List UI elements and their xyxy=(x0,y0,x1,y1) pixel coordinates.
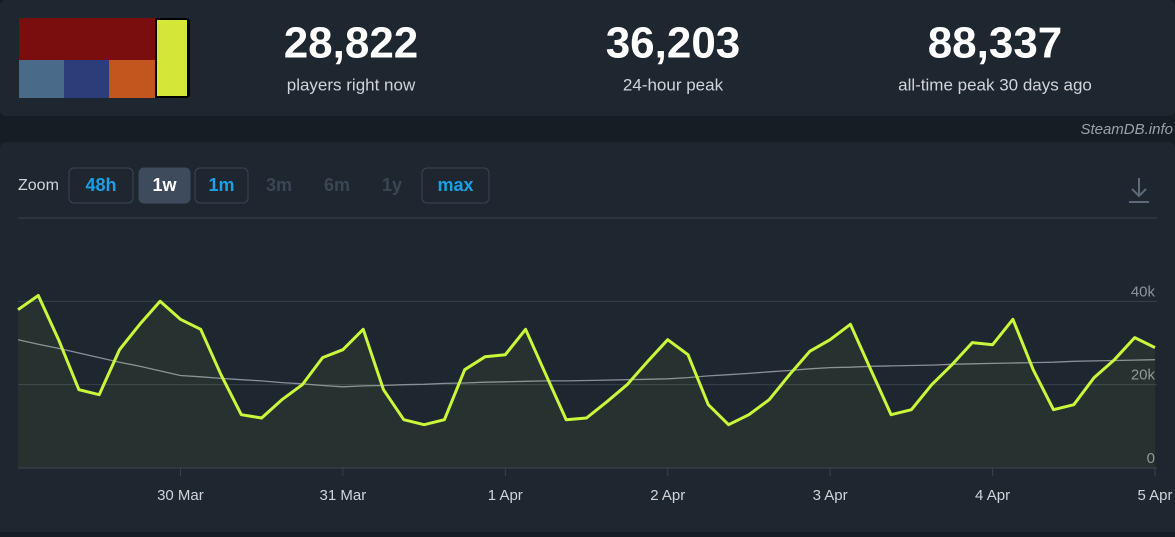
stat-value: 36,203 xyxy=(606,19,741,68)
line xyxy=(17,294,1156,427)
x-tick-label: 4 Apr xyxy=(975,487,1010,504)
zoom-button-label[interactable]: max xyxy=(437,175,473,195)
stat-label: players right now xyxy=(287,75,416,94)
game-thumbnail xyxy=(19,18,190,98)
y-tick-label: 0 xyxy=(1147,450,1155,467)
zoom-button[interactable] xyxy=(194,167,249,204)
zoom-button-label[interactable]: 1m xyxy=(208,175,234,195)
zoom-label: Zoom xyxy=(18,177,59,194)
x-tick-label: 2 Apr xyxy=(650,487,685,504)
zoom-button-label[interactable]: 6m xyxy=(324,175,350,195)
zoom-button-label[interactable]: 3m xyxy=(266,175,292,195)
stat-value: 28,822 xyxy=(284,19,419,68)
x-tick-label: 5 Apr xyxy=(1137,487,1172,504)
zoom-button-label[interactable]: 1y xyxy=(382,175,402,195)
stat-label: 24-hour peak xyxy=(623,75,724,94)
chart-panel xyxy=(0,142,1175,537)
stat-label: all-time peak 30 days ago xyxy=(898,75,1092,94)
y-tick-label: 40k xyxy=(1131,283,1156,300)
y-tick-label: 20k xyxy=(1131,367,1156,384)
zoom-buttons: 48h 1w 1m 3m 6m 1y max xyxy=(68,167,490,204)
x-tick-label: 31 Mar xyxy=(320,487,367,504)
zoom-button-label[interactable]: 48h xyxy=(85,175,116,195)
zoom-button-label[interactable]: 1w xyxy=(152,175,177,195)
zoom-button[interactable] xyxy=(421,167,490,204)
zoom-button[interactable] xyxy=(68,167,134,204)
x-tick-label: 1 Apr xyxy=(488,487,523,504)
credit[interactable]: SteamDB.info xyxy=(1080,121,1173,138)
download-icon[interactable] xyxy=(1129,178,1149,203)
line xyxy=(17,339,1156,388)
area xyxy=(18,295,1155,468)
zoom-button[interactable] xyxy=(138,167,191,204)
plot: 0 20k 40k 30 Mar 31 Mar 1 Apr 2 Apr 3 Apr 4 Apr 5… xyxy=(17,283,1173,504)
stat-value: 88,337 xyxy=(928,19,1063,68)
x-tick-label: 3 Apr xyxy=(813,487,848,504)
x-tick-label: 30 Mar xyxy=(157,487,204,504)
header-panel xyxy=(0,0,1175,116)
